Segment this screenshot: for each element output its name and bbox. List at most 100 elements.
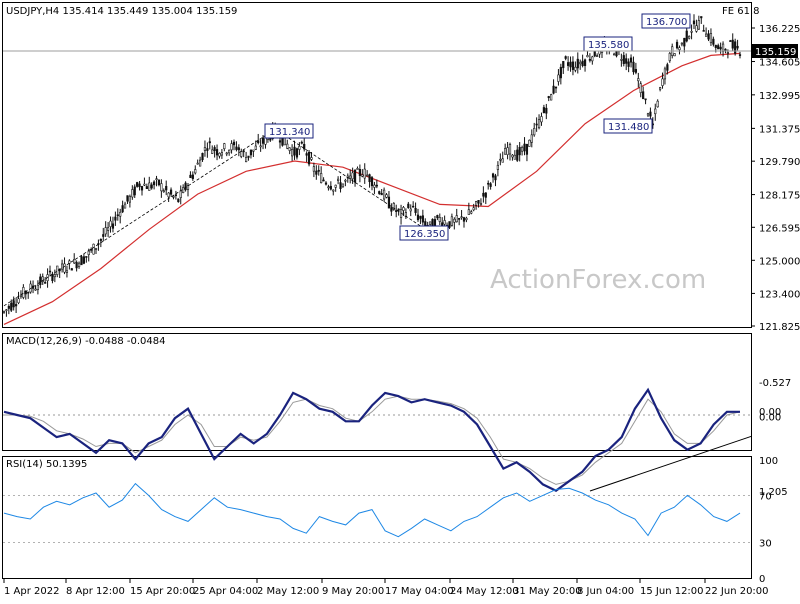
- candle-body: [206, 148, 209, 151]
- candle-body: [724, 48, 727, 51]
- candle-body: [702, 30, 705, 32]
- candle-body: [353, 169, 357, 183]
- candle-body: [218, 152, 221, 157]
- candle-body: [441, 222, 444, 226]
- candle-body: [235, 146, 238, 150]
- candle-body: [627, 61, 630, 67]
- candle-body: [545, 107, 548, 114]
- candle-body: [300, 141, 303, 144]
- candle-body: [249, 149, 253, 156]
- price-annotation-label: 126.350: [404, 229, 445, 240]
- candle-body: [87, 250, 90, 255]
- candle-body: [579, 61, 582, 65]
- candle-body: [155, 178, 158, 180]
- candle-body: [320, 173, 323, 183]
- candle-body: [661, 78, 664, 86]
- candle-body: [390, 207, 393, 212]
- candle-body: [690, 30, 693, 33]
- x-tick-label: 17 May 04:00: [385, 586, 454, 597]
- candle-body: [591, 56, 594, 62]
- candle-body: [10, 302, 13, 311]
- candle-body: [102, 234, 105, 237]
- candle-body: [230, 143, 233, 151]
- candle-body: [327, 186, 330, 189]
- x-tick-label: 25 Apr 04:00: [193, 586, 258, 597]
- candle-body: [288, 147, 291, 151]
- price-tick-label: 131.375: [759, 124, 800, 135]
- candle-body: [114, 216, 117, 221]
- candle-body: [160, 183, 163, 192]
- candle-body: [557, 74, 560, 82]
- candle-body: [387, 196, 391, 209]
- candle-body: [143, 183, 146, 186]
- candle-body: [368, 174, 371, 183]
- candle-body: [123, 203, 127, 209]
- macd-panel: [2, 333, 752, 451]
- candle-body: [467, 209, 470, 215]
- price-annotation-box: [399, 225, 449, 241]
- candle-body: [613, 53, 616, 56]
- candle-body: [179, 190, 182, 198]
- candle-body: [586, 55, 589, 58]
- candle-body: [552, 85, 555, 94]
- candle-body: [36, 284, 39, 291]
- x-tick-label: 8 Jun 04:00: [577, 586, 634, 597]
- candle-body: [303, 144, 306, 150]
- fe-label: FE 61.8: [722, 6, 760, 17]
- candle-body: [562, 61, 565, 69]
- candle-body: [574, 66, 577, 71]
- candle-body: [491, 173, 495, 178]
- x-tick-label: 15 Apr 20:00: [130, 586, 195, 597]
- candle-body: [620, 59, 623, 61]
- watermark: ActionForex.com: [490, 265, 706, 295]
- price-annotation-label: 135.580: [588, 40, 629, 51]
- candle-body: [392, 203, 395, 210]
- candle-body: [257, 140, 260, 144]
- candle-body: [559, 66, 562, 79]
- x-tick-label: 2 May 12:00: [257, 586, 319, 597]
- candle-body: [685, 30, 688, 42]
- macd-tick-label: 1.205: [759, 487, 788, 498]
- candle-body: [719, 46, 722, 50]
- candle-body: [356, 168, 359, 170]
- candle-body: [508, 144, 512, 155]
- candle-body: [126, 195, 129, 202]
- price-annotation-label: 136.700: [646, 17, 687, 28]
- candle-body: [56, 265, 59, 275]
- candle-body: [395, 210, 398, 213]
- candle-body: [293, 146, 296, 156]
- candle-body: [131, 189, 134, 198]
- rsi-tick-label: 30: [759, 539, 772, 550]
- candle-body: [717, 45, 720, 50]
- candle-body: [334, 184, 337, 188]
- candle-body: [688, 36, 691, 39]
- candle-body: [443, 220, 446, 225]
- candle-body: [484, 192, 487, 198]
- candle-body: [116, 214, 119, 217]
- candle-body: [518, 146, 521, 156]
- candle-body: [341, 183, 345, 188]
- candle-body: [639, 83, 642, 93]
- candle-body: [412, 205, 415, 208]
- price-tick-label: 125.000: [759, 256, 800, 267]
- candle-body: [738, 54, 742, 56]
- candle-body: [17, 298, 20, 304]
- candle-body: [12, 300, 15, 308]
- candle-body: [424, 221, 427, 227]
- candle-body: [462, 217, 466, 222]
- x-tick-label: 9 May 20:00: [322, 586, 384, 597]
- moving-average-line: [3, 52, 741, 325]
- candle-body: [148, 182, 151, 191]
- candle-body: [165, 185, 168, 191]
- candle-body: [351, 172, 354, 180]
- candle-body: [254, 145, 257, 150]
- price-tick-label: 121.825: [759, 322, 800, 333]
- candle-body: [511, 154, 514, 158]
- price-annotation-box: [641, 13, 691, 29]
- candle-body: [695, 25, 698, 32]
- rsi-tick-label: 0: [759, 574, 765, 585]
- candle-body: [242, 150, 245, 153]
- candle-body: [683, 37, 686, 47]
- candle-body: [247, 155, 250, 158]
- candle-body: [540, 116, 543, 123]
